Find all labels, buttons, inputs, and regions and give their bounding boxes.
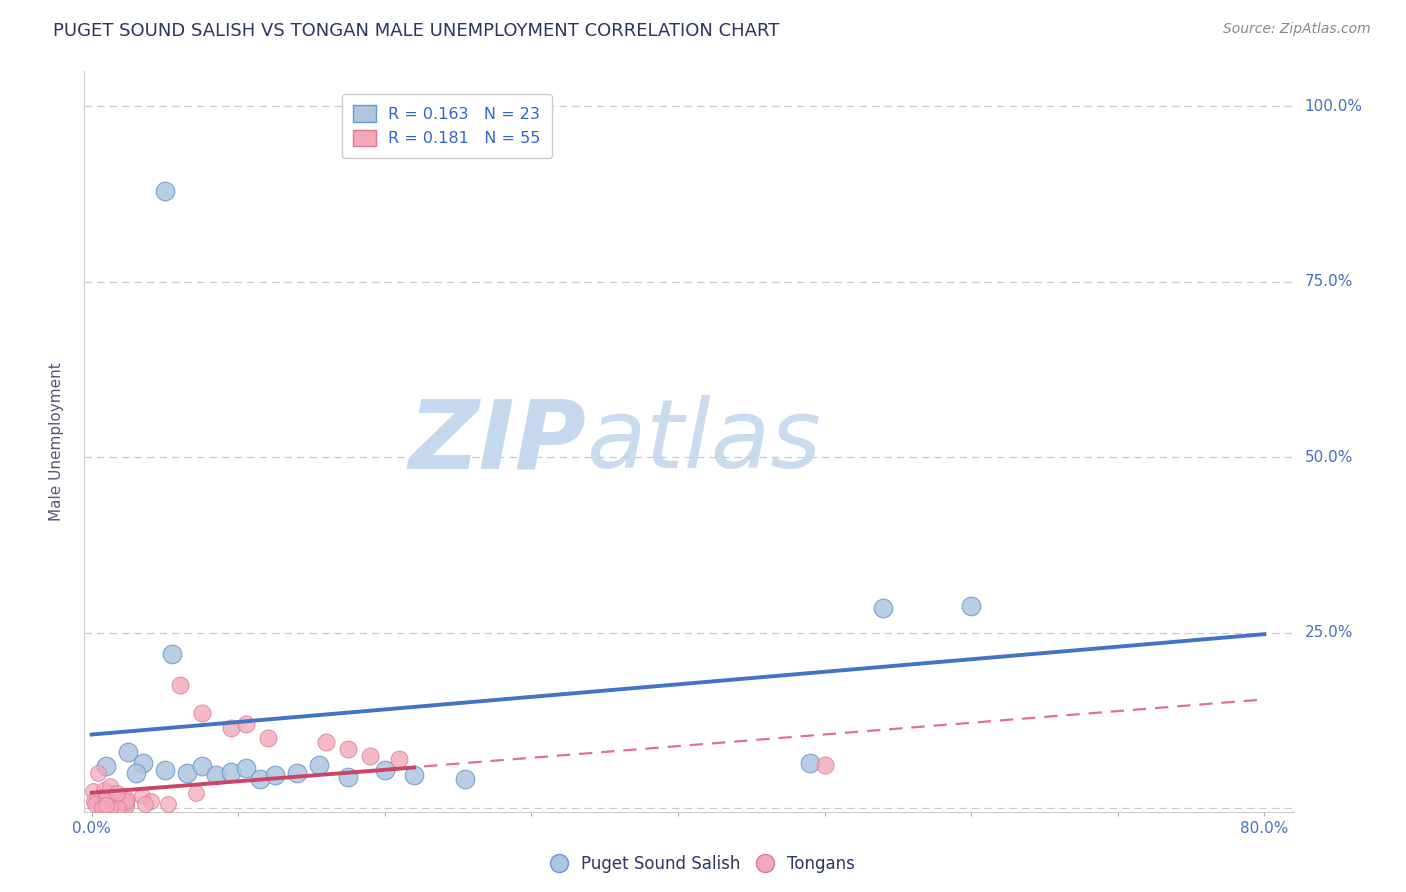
Point	[960, 599, 983, 613]
Y-axis label: Male Unemployment: Male Unemployment	[49, 362, 65, 521]
Point	[139, 794, 162, 808]
Point	[799, 756, 821, 770]
Point	[359, 748, 381, 763]
Point	[105, 799, 128, 814]
Point	[112, 798, 135, 813]
Point	[100, 791, 122, 805]
Text: 50.0%: 50.0%	[1305, 450, 1353, 465]
Text: 75.0%: 75.0%	[1305, 275, 1353, 289]
Point	[107, 786, 129, 800]
Point	[176, 766, 198, 780]
Point	[337, 770, 360, 784]
Point	[454, 772, 477, 786]
Point	[111, 793, 134, 807]
Text: ZIP: ZIP	[408, 395, 586, 488]
Point	[156, 797, 179, 811]
Point	[96, 791, 118, 805]
Point	[190, 706, 212, 721]
Point	[86, 794, 108, 808]
Point	[90, 790, 112, 805]
Point	[98, 799, 121, 814]
Point	[96, 800, 118, 814]
Point	[190, 759, 212, 773]
Point	[90, 801, 112, 815]
Point	[162, 647, 184, 661]
Point	[98, 795, 121, 809]
Point	[131, 789, 153, 803]
Point	[249, 772, 271, 786]
Point	[813, 757, 835, 772]
Point	[83, 794, 105, 808]
Point	[235, 760, 257, 774]
Text: Source: ZipAtlas.com: Source: ZipAtlas.com	[1223, 22, 1371, 37]
Point	[115, 792, 138, 806]
Point	[117, 745, 139, 759]
Point	[94, 795, 117, 809]
Point	[114, 798, 136, 813]
Text: 25.0%: 25.0%	[1305, 625, 1353, 640]
Point	[96, 759, 118, 773]
Point	[153, 184, 176, 198]
Point	[169, 678, 191, 692]
Point	[86, 793, 108, 807]
Point	[388, 752, 411, 766]
Point	[91, 798, 114, 813]
Point	[96, 794, 118, 808]
Point	[91, 800, 114, 814]
Text: atlas: atlas	[586, 395, 821, 488]
Text: PUGET SOUND SALISH VS TONGAN MALE UNEMPLOYMENT CORRELATION CHART: PUGET SOUND SALISH VS TONGAN MALE UNEMPL…	[53, 22, 780, 40]
Point	[404, 767, 426, 781]
Point	[94, 797, 117, 812]
Point	[114, 794, 136, 808]
Point	[132, 756, 155, 770]
Point	[101, 795, 124, 809]
Point	[153, 763, 176, 777]
Point	[219, 721, 242, 735]
Point	[107, 801, 129, 815]
Point	[235, 717, 257, 731]
Point	[115, 797, 138, 811]
Point	[90, 797, 112, 812]
Point	[285, 766, 308, 780]
Point	[337, 741, 360, 756]
Point	[93, 783, 115, 797]
Text: 100.0%: 100.0%	[1305, 99, 1362, 114]
Legend: Puget Sound Salish, Tongans: Puget Sound Salish, Tongans	[544, 848, 862, 880]
Point	[84, 797, 107, 812]
Legend: R = 0.163   N = 23, R = 0.181   N = 55: R = 0.163 N = 23, R = 0.181 N = 55	[342, 95, 553, 158]
Point	[98, 780, 121, 794]
Point	[308, 757, 330, 772]
Point	[374, 763, 396, 777]
Point	[90, 796, 112, 810]
Point	[134, 797, 156, 811]
Point	[96, 791, 118, 805]
Point	[94, 798, 117, 813]
Point	[87, 765, 110, 780]
Point	[96, 799, 118, 814]
Point	[205, 767, 228, 781]
Point	[96, 791, 118, 805]
Point	[872, 601, 894, 615]
Point	[107, 800, 129, 814]
Point	[82, 783, 104, 797]
Point	[124, 766, 146, 780]
Point	[256, 731, 278, 745]
Point	[219, 764, 242, 779]
Point	[114, 793, 136, 807]
Point	[315, 734, 337, 748]
Point	[184, 787, 207, 801]
Point	[87, 793, 110, 807]
Point	[264, 767, 287, 781]
Point	[100, 786, 122, 800]
